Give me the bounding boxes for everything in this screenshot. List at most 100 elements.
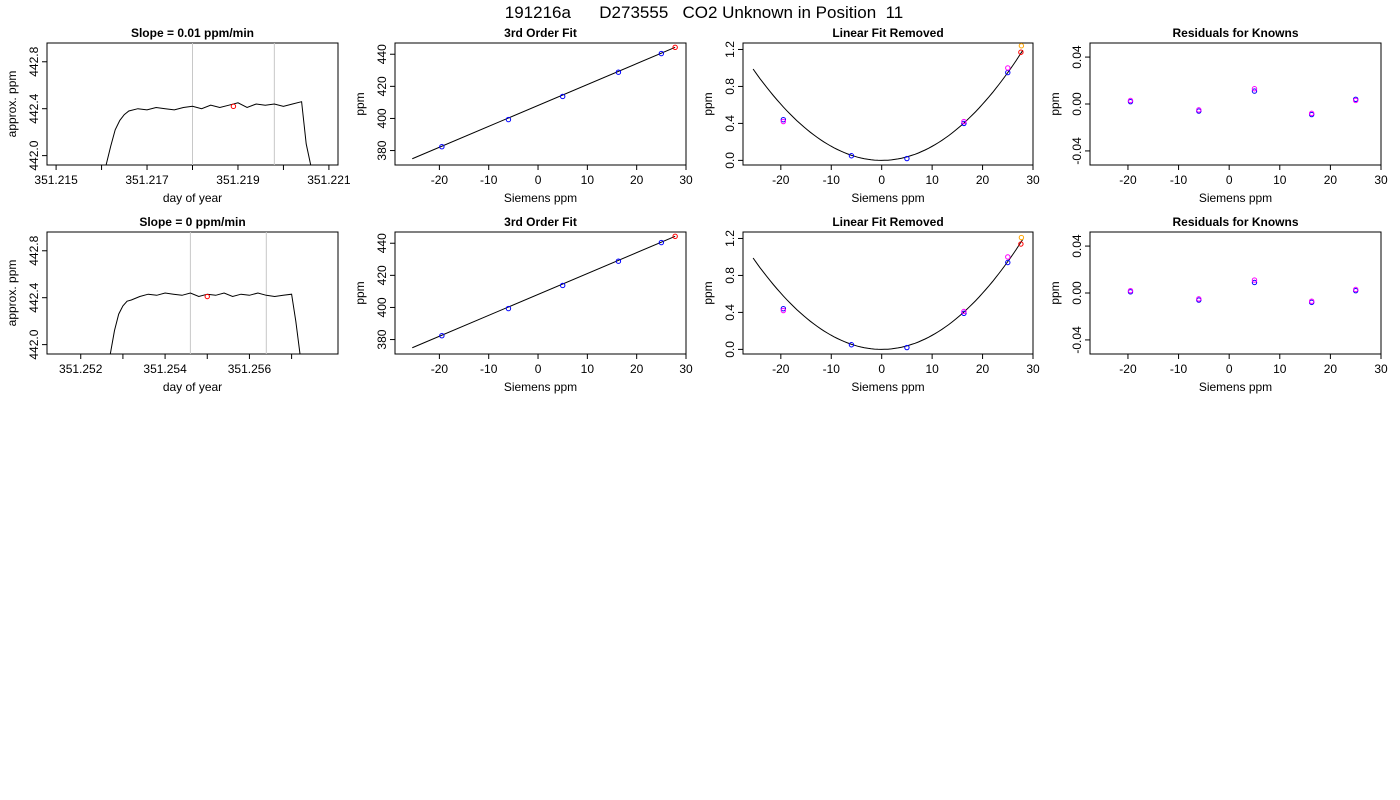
y-tick-label: 380: [375, 140, 389, 160]
y-tick-label: 442.4: [27, 93, 41, 123]
data-point: [1018, 234, 1025, 241]
x-axis-label: Siemens ppm: [504, 380, 577, 394]
x-tick-label: -20: [1119, 362, 1137, 376]
x-tick-label: 0: [1226, 362, 1233, 376]
x-tick-label: 30: [1026, 362, 1040, 376]
x-tick-label: 20: [976, 362, 990, 376]
plot-area: [1127, 277, 1359, 306]
data-point: [615, 69, 622, 75]
data-point: [672, 44, 678, 51]
plot-area: [105, 43, 312, 165]
x-tick-label: 30: [1374, 173, 1388, 187]
data-point: [1196, 296, 1202, 302]
y-tick-label: 1.2: [723, 41, 737, 58]
x-tick-label: -20: [1119, 173, 1137, 187]
data-point: [1352, 286, 1359, 293]
x-tick-label: -10: [480, 362, 498, 376]
y-tick-label: 400: [375, 108, 389, 128]
data-point: [1127, 287, 1134, 294]
data-point: [1018, 49, 1024, 55]
data-point: [1005, 259, 1011, 266]
x-tick-label: -20: [772, 362, 790, 376]
data-point: [1018, 43, 1025, 49]
plot-frame: [46, 231, 339, 355]
x-axis-label: day of year: [163, 191, 222, 205]
x-tick-label: 0: [1226, 173, 1233, 187]
chart-panel-7: Linear Fit Removed -20 -10 0 10 20 30 0.0 0.4 0.8…: [701, 215, 1040, 394]
x-tick-label: -10: [823, 173, 841, 187]
fit-curve: [752, 49, 1024, 161]
y-axis-label: ppm: [1048, 92, 1062, 115]
panel-title: Residuals for Knowns: [1172, 26, 1298, 40]
panel-title: Slope = 0.01 ppm/min: [131, 26, 254, 40]
x-tick-label: 20: [630, 362, 644, 376]
x-tick-label: 10: [581, 173, 595, 187]
x-tick-label: 20: [1324, 173, 1338, 187]
data-point: [961, 118, 967, 125]
y-tick-label: 442.8: [27, 46, 41, 76]
y-axis-label: ppm: [1048, 281, 1062, 304]
series-line: [109, 292, 301, 354]
plot-area: [752, 234, 1025, 351]
data-point: [204, 293, 210, 300]
y-tick-label: 0.4: [723, 304, 737, 321]
data-point: [230, 103, 237, 110]
y-tick-label: 0.04: [1070, 45, 1084, 69]
data-point: [615, 258, 622, 264]
chart-panel-5: Slope = 0 ppm/min 351.252 351.254 351.256 44…: [5, 215, 339, 394]
data-point: [1251, 277, 1258, 283]
x-tick-label: 0: [535, 173, 542, 187]
x-tick-label: 0: [535, 362, 542, 376]
y-tick-label: 0.00: [1070, 92, 1084, 116]
y-tick-label: 442.0: [27, 329, 41, 359]
data-point: [505, 305, 512, 312]
x-tick-label: 20: [1324, 362, 1338, 376]
y-tick-label: -0.04: [1070, 137, 1084, 165]
data-point: [1005, 65, 1011, 71]
x-tick-label: 10: [1273, 173, 1287, 187]
data-point: [780, 306, 787, 312]
y-axis-label: ppm: [701, 92, 715, 115]
y-tick-label: 0.4: [723, 115, 737, 132]
x-tick-label: 10: [925, 173, 939, 187]
data-point: [439, 333, 445, 339]
panel-title: Residuals for Knowns: [1172, 215, 1298, 229]
data-point: [1251, 88, 1258, 94]
x-tick-label: 351.217: [125, 173, 169, 187]
panel-title: Slope = 0 ppm/min: [139, 215, 245, 229]
x-tick-label: -10: [1170, 173, 1188, 187]
x-tick-label: 10: [581, 362, 595, 376]
x-tick-label: 0: [878, 173, 885, 187]
data-point: [559, 93, 566, 100]
x-tick-label: 351.254: [143, 362, 187, 376]
data-point: [658, 239, 665, 246]
data-point: [780, 118, 787, 125]
data-point: [1196, 107, 1202, 113]
figure-title: 191216a D273555 CO2 Unknown in Position …: [505, 3, 904, 22]
panels-group: Slope = 0.01 ppm/min 351.215 351.217 351.21…: [5, 26, 1388, 394]
plot-frame: [394, 231, 687, 355]
y-tick-label: 442.8: [27, 235, 41, 265]
plot-frame: [742, 42, 1034, 166]
x-tick-label: 351.219: [216, 173, 260, 187]
chart-panel-6: 3rd Order Fit -20 -10 0 10 20 30 380 400 420 440 Si…: [353, 215, 693, 394]
data-point: [1251, 86, 1258, 92]
y-tick-label: 420: [375, 265, 389, 285]
panel-title: Linear Fit Removed: [832, 26, 943, 40]
plot-frame: [394, 42, 687, 166]
x-axis-label: Siemens ppm: [1199, 380, 1272, 394]
x-tick-label: 0: [878, 362, 885, 376]
x-tick-label: 30: [1374, 362, 1388, 376]
y-tick-label: 1.2: [723, 230, 737, 247]
x-tick-label: 30: [1026, 173, 1040, 187]
x-tick-label: 351.256: [228, 362, 272, 376]
data-point: [848, 342, 855, 348]
x-tick-label: 30: [679, 173, 693, 187]
data-point: [961, 120, 967, 127]
y-axis-label: approx. ppm: [5, 71, 19, 138]
x-tick-label: 10: [1273, 362, 1287, 376]
fit-curve: [752, 238, 1024, 350]
plot-area: [412, 233, 678, 349]
